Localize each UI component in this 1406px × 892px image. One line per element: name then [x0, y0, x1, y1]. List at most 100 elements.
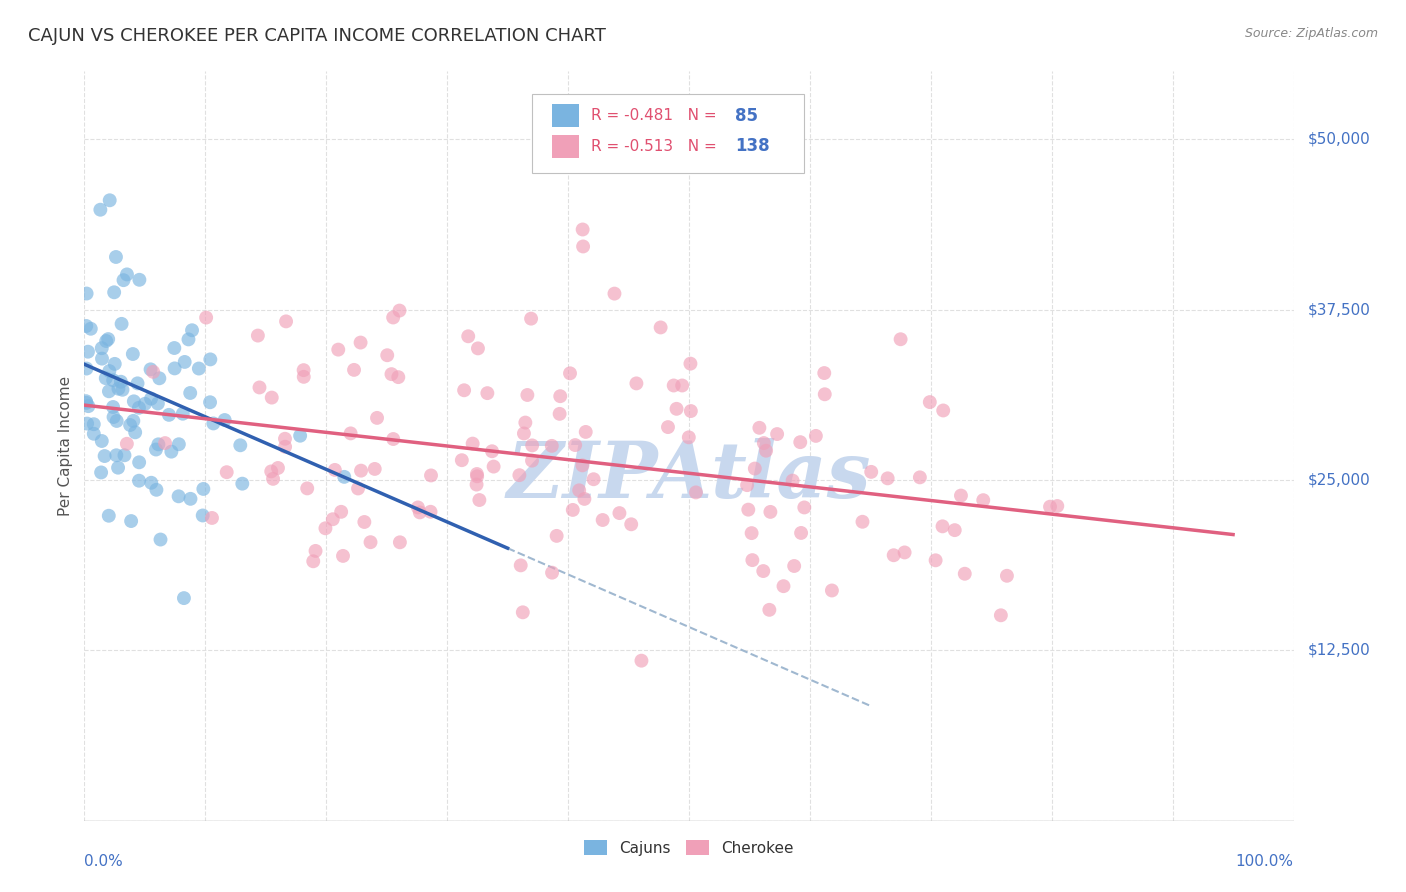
Point: [972, 493, 994, 508]
Point: [104, 357, 127, 371]
Point: [883, 548, 905, 562]
Point: [375, 348, 398, 362]
Text: ZIPAtlas: ZIPAtlas: [506, 438, 872, 514]
Point: [759, 505, 782, 519]
Point: [122, 394, 145, 409]
Point: [388, 535, 411, 549]
Point: [145, 442, 167, 457]
Point: [995, 568, 1018, 582]
Point: [115, 268, 138, 282]
Point: [107, 460, 129, 475]
Point: [297, 482, 319, 496]
Point: [360, 535, 382, 549]
Point: [201, 511, 224, 525]
Bar: [553, 104, 579, 127]
Point: [735, 478, 758, 492]
Point: [90, 341, 112, 355]
Text: CAJUN VS CHEROKEE PER CAPITA INCOME CORRELATION CHART: CAJUN VS CHEROKEE PER CAPITA INCOME CORR…: [28, 27, 606, 45]
Text: $12,500: $12,500: [1308, 643, 1371, 657]
Point: [187, 361, 209, 376]
Point: [292, 363, 315, 377]
Point: [575, 425, 598, 439]
Point: [540, 439, 562, 453]
Point: [572, 239, 595, 253]
Point: [821, 583, 844, 598]
Point: [139, 392, 162, 406]
FancyBboxPatch shape: [531, 94, 804, 172]
Point: [793, 500, 815, 515]
Point: [333, 470, 356, 484]
Point: [630, 654, 652, 668]
Point: [94, 371, 117, 385]
Point: [582, 472, 605, 486]
Point: [328, 343, 350, 357]
Point: [990, 608, 1012, 623]
Point: [323, 463, 346, 477]
Text: 0.0%: 0.0%: [84, 855, 124, 870]
Point: [678, 430, 700, 444]
Point: [382, 432, 405, 446]
Point: [139, 362, 162, 376]
Bar: [553, 135, 579, 158]
Point: [679, 404, 702, 418]
Point: [450, 453, 472, 467]
Point: [468, 493, 491, 508]
Point: [1046, 499, 1069, 513]
Point: [626, 376, 648, 391]
Point: [465, 477, 488, 491]
Point: [467, 342, 489, 356]
Point: [101, 373, 124, 387]
Point: [288, 428, 311, 442]
Point: [541, 566, 564, 580]
Point: [274, 432, 297, 446]
Point: [157, 408, 180, 422]
Point: [932, 403, 955, 417]
Point: [520, 438, 543, 452]
Point: [741, 526, 763, 541]
Point: [453, 384, 475, 398]
Point: [249, 380, 271, 394]
Point: [83, 426, 105, 441]
Point: [890, 332, 912, 346]
Point: [77, 399, 100, 413]
Point: [548, 407, 571, 421]
Point: [274, 314, 297, 328]
Point: [134, 397, 156, 411]
Point: [181, 323, 204, 337]
Point: [120, 514, 142, 528]
Point: [752, 564, 775, 578]
Point: [814, 387, 837, 401]
Point: [96, 334, 118, 348]
Point: [104, 250, 127, 264]
Point: [145, 483, 167, 497]
Point: [141, 475, 163, 490]
Point: [267, 461, 290, 475]
Point: [292, 369, 315, 384]
Point: [322, 512, 344, 526]
Point: [76, 417, 98, 431]
Point: [128, 474, 150, 488]
Point: [457, 329, 479, 343]
Point: [128, 455, 150, 469]
Point: [97, 508, 120, 523]
Text: $50,000: $50,000: [1308, 132, 1371, 147]
Point: [406, 500, 429, 515]
Point: [103, 410, 125, 425]
Point: [419, 505, 441, 519]
Point: [215, 465, 238, 479]
Point: [908, 470, 931, 484]
Point: [380, 367, 402, 381]
Point: [89, 202, 111, 217]
Point: [214, 413, 236, 427]
Point: [513, 426, 536, 441]
Point: [75, 318, 97, 333]
Point: [943, 523, 966, 537]
Point: [110, 375, 132, 389]
Text: $25,000: $25,000: [1308, 473, 1371, 488]
Point: [93, 449, 115, 463]
Point: [91, 351, 114, 366]
Point: [128, 401, 150, 415]
Point: [508, 468, 530, 483]
Point: [128, 273, 150, 287]
Point: [650, 320, 672, 334]
